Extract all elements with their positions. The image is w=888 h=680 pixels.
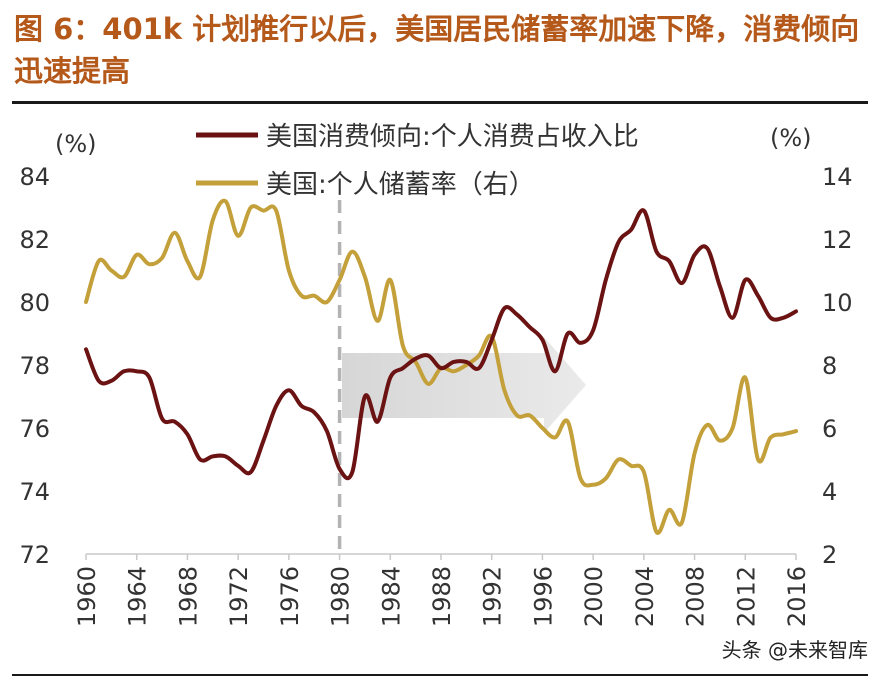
x-tick-label: 2000 bbox=[580, 566, 608, 627]
x-tick-label: 1984 bbox=[377, 566, 405, 627]
x-tick-label: 2016 bbox=[783, 566, 811, 627]
left-tick-label: 84 bbox=[19, 163, 50, 191]
right-tick-label: 10 bbox=[822, 289, 853, 317]
legend-label-savings: 美国:个人储蓄率（右） bbox=[266, 170, 535, 200]
x-axis-ticks: 1960 1964 1968 1972 1976 1980 1984 1988 1992 1996… bbox=[73, 554, 811, 627]
right-axis-ticks: 14 12 10 8 6 4 2 bbox=[822, 163, 853, 569]
x-tick-label: 1968 bbox=[174, 566, 202, 627]
top-rule bbox=[12, 101, 868, 104]
x-tick-label: 1992 bbox=[479, 566, 507, 627]
left-tick-label: 72 bbox=[19, 541, 50, 569]
x-tick-label: 1960 bbox=[73, 566, 101, 627]
left-tick-label: 78 bbox=[19, 352, 50, 380]
trend-arrow bbox=[342, 337, 586, 433]
x-tick-label: 1972 bbox=[225, 566, 253, 627]
figure-title: 图 6：401k 计划推行以后，美国居民储蓄率加速下降，消费倾向迅速提高 bbox=[14, 12, 860, 88]
legend-label-consumption: 美国消费倾向:个人消费占收入比 bbox=[266, 122, 639, 152]
x-tick-label: 2008 bbox=[682, 566, 710, 627]
watermark: 头条 @未来智库 bbox=[721, 638, 868, 662]
right-tick-label: 4 bbox=[822, 478, 837, 506]
x-tick-label: 1996 bbox=[529, 566, 557, 627]
bottom-rule bbox=[12, 674, 868, 676]
x-tick-label: 1964 bbox=[124, 566, 152, 627]
right-tick-label: 8 bbox=[822, 352, 837, 380]
left-axis-unit: (%) bbox=[55, 130, 97, 158]
x-tick-label: 1980 bbox=[327, 566, 355, 627]
x-tick-label: 1976 bbox=[276, 566, 304, 627]
right-tick-label: 6 bbox=[822, 415, 837, 443]
left-tick-label: 82 bbox=[19, 226, 50, 254]
left-tick-label: 80 bbox=[19, 289, 50, 317]
x-tick-label: 1988 bbox=[428, 566, 456, 627]
x-tick-label: 2012 bbox=[732, 566, 760, 627]
left-tick-label: 74 bbox=[19, 478, 50, 506]
right-axis-unit: (%) bbox=[770, 124, 812, 152]
left-tick-label: 76 bbox=[19, 415, 50, 443]
right-tick-label: 14 bbox=[822, 163, 853, 191]
right-tick-label: 12 bbox=[822, 226, 853, 254]
x-tick-label: 2004 bbox=[631, 566, 659, 627]
left-axis-ticks: 84 82 80 78 76 74 72 bbox=[19, 163, 50, 569]
legend: 美国消费倾向:个人消费占收入比 美国:个人储蓄率（右） bbox=[196, 122, 639, 200]
consumption-series-line bbox=[84, 208, 798, 481]
right-tick-label: 2 bbox=[822, 541, 837, 569]
